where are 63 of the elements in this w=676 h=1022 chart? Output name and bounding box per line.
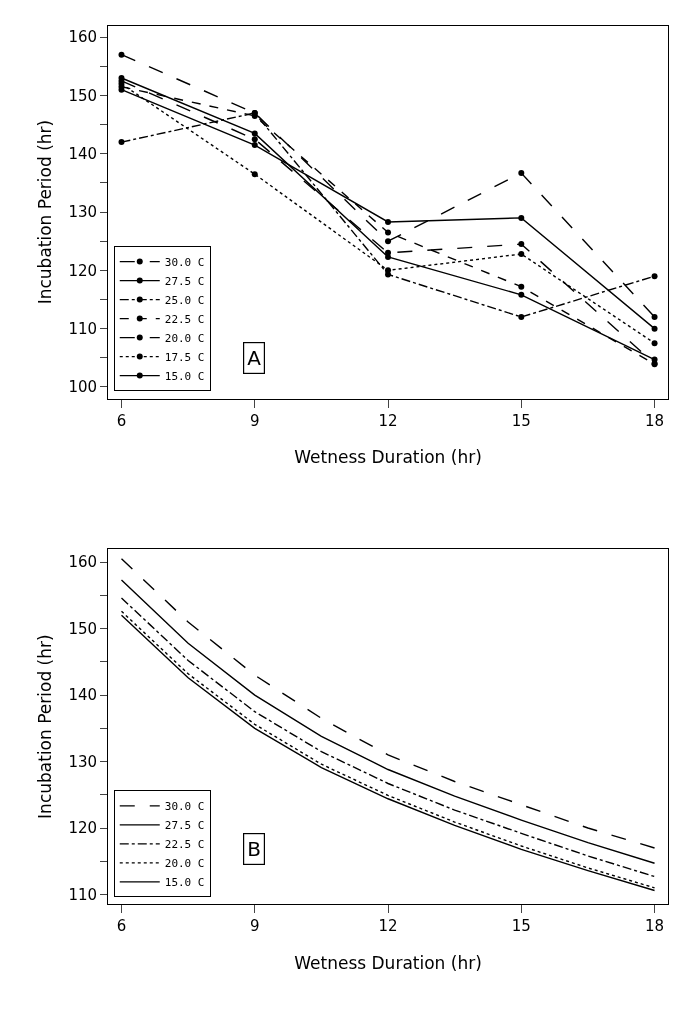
y-tick-label: 130 [68,752,98,771]
x-tick-label: 15 [511,917,531,936]
point [651,313,658,320]
legend-label: 22.5 C [164,838,205,852]
y-tick-label: 160 [68,553,98,572]
y-tick-label: 120 [68,261,98,280]
y-tick-label: 150 [68,619,98,638]
y-tick-label: 140 [68,145,98,164]
y-tick-label: 120 [68,819,98,838]
legend-label: 17.5 C [164,350,205,364]
legend-label: 20.0 C [164,331,205,345]
point [518,241,525,248]
legend-label: 30.0 C [164,255,205,269]
x-tick-label: 12 [378,411,398,430]
annotation: B [247,837,261,862]
x-axis-title: Wetness Duration (hr) [294,446,482,467]
x-tick-label: 9 [249,411,260,430]
y-axis-title: Incubation Period (hr) [35,119,56,305]
legend-label: 15.0 C [164,876,205,890]
point [518,170,525,177]
y-tick-label: 100 [68,378,98,397]
point [651,273,658,280]
point [518,251,525,258]
legend-label: 27.5 C [164,274,205,288]
point [651,340,658,347]
point [118,51,125,58]
point [385,249,392,256]
point [651,325,658,332]
point [251,136,258,143]
y-axis-title: Incubation Period (hr) [35,634,56,819]
legend-label: 27.5 C [164,819,205,833]
legend-label: 22.5 C [164,312,205,326]
x-tick-label: 18 [645,411,665,430]
point [518,283,525,290]
point [518,313,525,320]
legend-label: 30.0 C [164,800,205,814]
legend-label: 15.0 C [164,369,205,383]
x-tick-label: 6 [116,917,127,936]
legend-label: 25.0 C [164,293,205,307]
point [518,291,525,298]
y-tick-label: 140 [68,686,98,705]
y-tick-label: 130 [68,203,98,222]
point [518,214,525,221]
y-tick-label: 150 [68,86,98,105]
x-tick-label: 18 [645,917,665,936]
y-tick-label: 110 [68,319,98,338]
point [385,238,392,245]
x-tick-label: 9 [249,917,260,936]
x-tick-label: 15 [511,411,531,430]
x-tick-label: 6 [116,411,127,430]
x-tick-label: 12 [378,917,398,936]
point [251,130,258,137]
point [385,267,392,274]
point [385,229,392,236]
point [251,171,258,178]
point [118,139,125,146]
annotation: A [247,346,262,371]
y-tick-label: 160 [68,28,98,47]
y-tick-label: 110 [68,885,98,904]
legend-label: 20.0 C [164,857,205,871]
point [385,218,392,225]
x-axis-title: Wetness Duration (hr) [294,952,482,973]
point [251,142,258,149]
